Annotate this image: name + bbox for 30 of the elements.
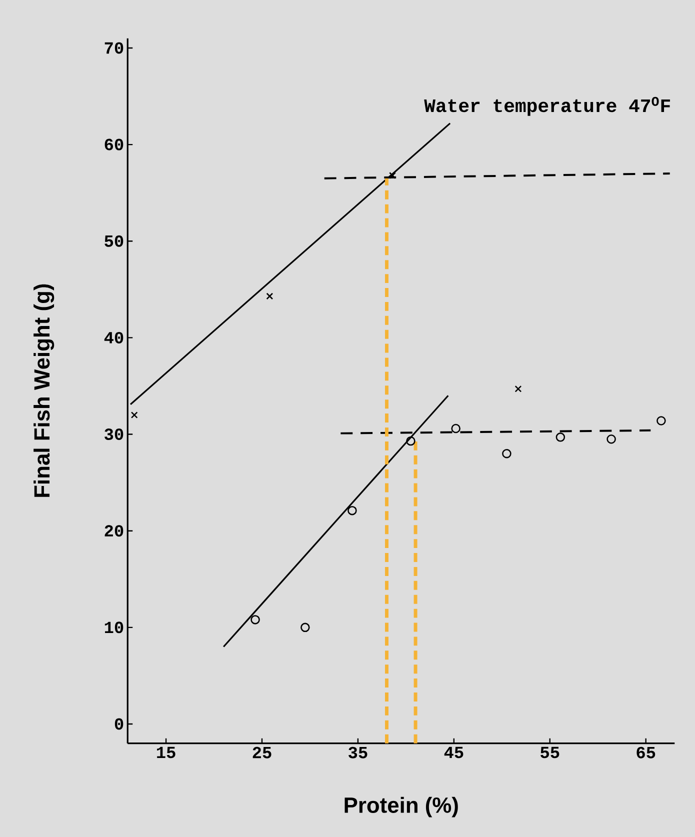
x-tick-label: 65 [636, 746, 656, 758]
annotation: Water temperature 47$^{O}$F [424, 96, 670, 116]
point [300, 622, 310, 632]
x-tick-label: 25 [252, 746, 272, 758]
point [250, 615, 260, 624]
x-axis-title: Protein (%) [344, 796, 458, 818]
point [514, 385, 522, 392]
y-tick-label: 50 [104, 235, 124, 247]
x-tick-label: 35 [348, 746, 368, 758]
x-tick-label: 15 [156, 746, 176, 758]
point [130, 411, 138, 418]
point [606, 434, 616, 444]
y-tick-label: 0 [114, 718, 124, 730]
y-tick-label: 30 [104, 428, 124, 440]
point [656, 416, 666, 426]
point [348, 506, 357, 516]
point [451, 424, 460, 434]
point [266, 292, 274, 300]
point [556, 432, 566, 442]
y-tick-label: 10 [104, 622, 124, 634]
y-tick-label: 70 [104, 42, 124, 54]
y-tick-label: 40 [104, 332, 124, 344]
point [406, 436, 416, 446]
y-tick-label: 20 [104, 525, 124, 537]
x-tick-label: 45 [444, 746, 464, 758]
y-tick-label: 60 [104, 138, 124, 150]
point [502, 448, 512, 458]
x-tick-label: 55 [540, 746, 560, 758]
y-axis-title: Final Fish Weight (g) [34, 284, 54, 497]
point [389, 172, 396, 179]
